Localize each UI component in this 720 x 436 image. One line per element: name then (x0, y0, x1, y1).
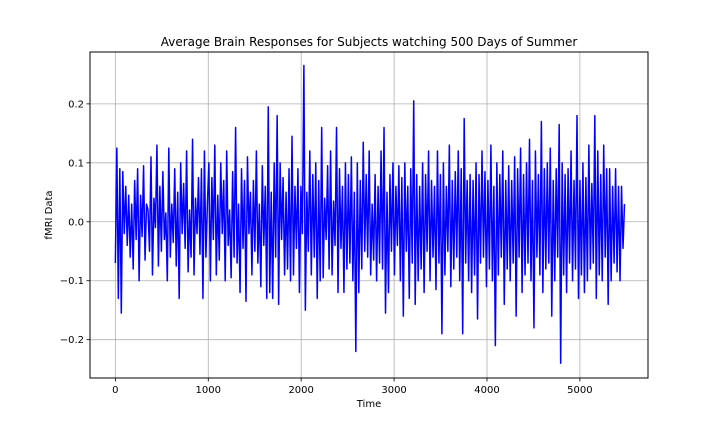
y-tick-label: 0.2 (68, 99, 84, 110)
x-tick-label: 4000 (474, 385, 499, 396)
y-tick-label: 0.0 (68, 217, 84, 228)
x-axis-ticks: 0 1000 2000 3000 4000 5000 (112, 378, 593, 396)
x-axis-label: Time (356, 399, 381, 410)
y-axis-ticks: −0.2 −0.1 0.0 0.1 0.2 (60, 99, 90, 346)
y-axis-label: fMRI Data (44, 190, 55, 239)
series-line (114, 64, 626, 365)
y-tick-label: 0.1 (68, 158, 84, 169)
y-tick-label: −0.2 (60, 335, 84, 346)
x-tick-label: 3000 (381, 385, 406, 396)
y-tick-label: −0.1 (60, 276, 84, 287)
x-tick-label: 2000 (288, 385, 313, 396)
x-tick-label: 5000 (567, 385, 592, 396)
x-tick-label: 1000 (196, 385, 221, 396)
series-layer (114, 64, 626, 365)
chart-title: Average Brain Responses for Subjects wat… (161, 35, 578, 49)
plot-frame (89, 51, 649, 379)
x-tick-label: 0 (112, 385, 118, 396)
